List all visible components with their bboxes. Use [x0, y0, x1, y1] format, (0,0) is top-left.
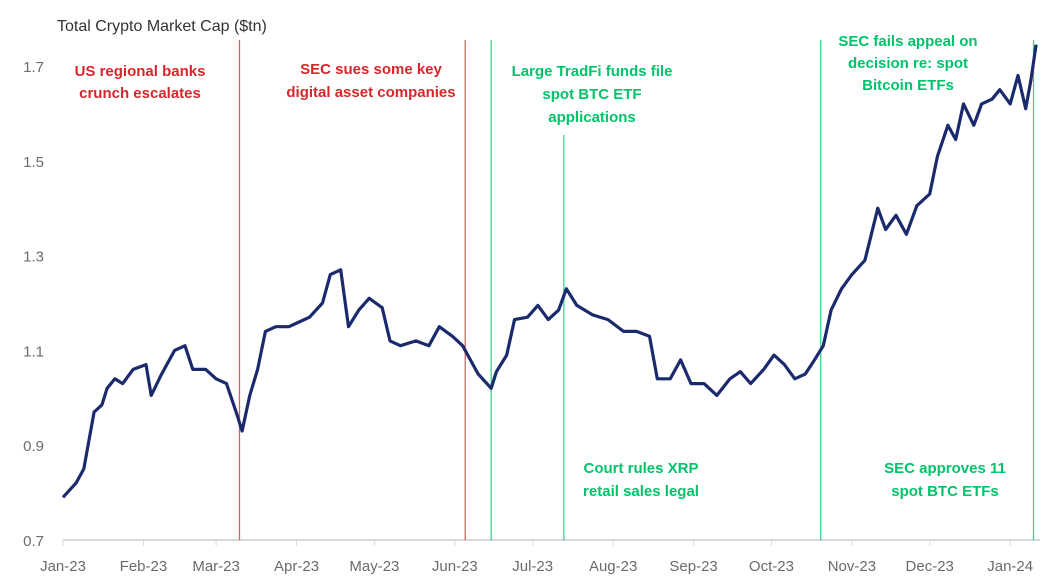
y-tick-label: 1.3 — [23, 249, 44, 266]
x-tick-label: May-23 — [349, 558, 399, 575]
annotation-line: spot BTC ETFs — [891, 483, 999, 500]
x-tick-label: Jan-24 — [987, 558, 1033, 575]
x-tick-label: Jul-23 — [512, 558, 553, 575]
annotation-xrp-ruling: Court rules XRP retail sales legal — [583, 460, 699, 500]
annotation-line: SEC sues some key — [300, 61, 442, 78]
annotation-line: Bitcoin ETFs — [862, 77, 954, 94]
annotation-line: SEC fails appeal on — [838, 33, 977, 50]
annotation-line: decision re: spot — [848, 55, 968, 72]
chart-title: Total Crypto Market Cap ($tn) — [57, 18, 267, 35]
annotation-us-banks: US regional banks crunch escalates — [75, 63, 206, 102]
x-tick-label: Aug-23 — [589, 558, 637, 575]
y-tick-label: 1.5 — [23, 154, 44, 171]
annotation-line: applications — [548, 109, 636, 126]
annotation-etf-approval: SEC approves 11 spot BTC ETFs — [884, 460, 1006, 500]
y-tick-label: 1.1 — [23, 343, 44, 360]
x-tick-label: Apr-23 — [274, 558, 319, 575]
annotation-line: spot BTC ETF — [542, 86, 641, 103]
y-tick-label: 0.7 — [23, 533, 44, 550]
annotation-sec-sues: SEC sues some key digital asset companie… — [286, 61, 455, 101]
y-axis: 0.7 0.9 1.1 1.3 1.5 1.7 — [23, 59, 44, 550]
x-tick-label: Feb-23 — [120, 558, 168, 575]
annotation-tradfi-etf: Large TradFi funds file spot BTC ETF app… — [512, 63, 673, 126]
x-tick-label: Dec-23 — [906, 558, 954, 575]
x-tick-label: Oct-23 — [749, 558, 794, 575]
y-tick-label: 1.7 — [23, 59, 44, 76]
annotation-line: retail sales legal — [583, 483, 699, 500]
x-tick-label: Jun-23 — [432, 558, 478, 575]
annotation-line: Court rules XRP — [583, 460, 698, 477]
y-tick-label: 0.9 — [23, 438, 44, 455]
annotation-line: digital asset companies — [286, 84, 455, 101]
annotation-line: SEC approves 11 — [884, 460, 1006, 477]
annotation-line: US regional banks — [75, 63, 206, 80]
x-tick-label: Sep-23 — [669, 558, 717, 575]
annotation-line: Large TradFi funds file — [512, 63, 673, 80]
x-tick-label: Nov-23 — [828, 558, 876, 575]
series-line — [61, 44, 1038, 499]
annotation-sec-appeal: SEC fails appeal on decision re: spot Bi… — [838, 33, 977, 94]
event-lines — [238, 40, 1035, 540]
x-tick-label: Jan-23 — [40, 558, 86, 575]
x-tick-label: Mar-23 — [192, 558, 240, 575]
x-axis: Jan-23 Feb-23 Mar-23 Apr-23 May-23 Jun-23 Jul-… — [40, 539, 1040, 575]
annotation-line: crunch escalates — [79, 85, 201, 102]
